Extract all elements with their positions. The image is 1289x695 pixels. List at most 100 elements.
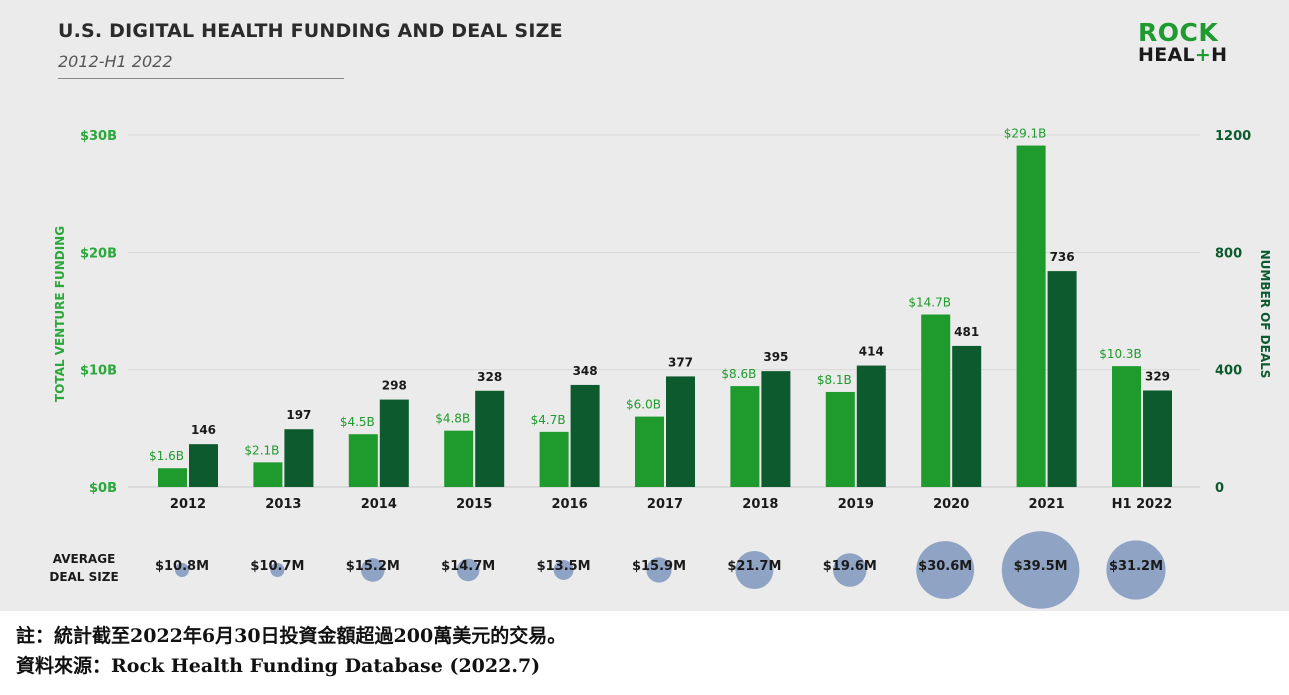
right-axis-title: NUMBER OF DEALS [1258,250,1272,379]
funding-bar [348,434,378,487]
x-axis-tick-label: 2015 [456,497,492,512]
funding-bar [158,468,187,487]
funding-data-label: $4.7B [531,413,566,427]
average-deal-size-title-line1: AVERAGE [53,552,116,566]
average-deal-size-bubble [553,560,574,580]
average-deal-size-label: $30.6M [918,559,972,574]
deals-data-label: 481 [954,325,979,339]
average-deal-size-label: $31.2M [1109,559,1163,574]
deals-data-label: 348 [573,364,598,378]
deals-bar [284,429,314,487]
chart-title: U.S. DIGITAL HEALTH FUNDING AND DEAL SIZ… [58,20,563,42]
logo-line-rock: ROCK [1138,18,1219,47]
average-deal-size-bubble [456,558,480,582]
deals-data-label: 414 [859,345,884,359]
funding-deals-chart: $0B $10B $20B $30B 0 400 800 1200 TOTAL VENTURE … [49,127,1272,609]
average-deal-size-bubble [270,563,285,577]
deals-data-label: 329 [1145,369,1170,383]
average-deal-size-bubble [175,563,189,577]
deals-bar [666,376,695,487]
funding-data-label: $2.1B [244,443,279,457]
rock-health-logo: ROCK HEAL+H [1138,20,1227,65]
deals-data-label: 298 [382,379,407,393]
x-axis-tick-label: 2016 [552,497,588,512]
average-deal-size-bubble [735,550,774,590]
average-deal-size-label: $39.5M [1014,559,1068,574]
logo-line-health: HEAL+H [1138,46,1227,65]
left-axis-tick-label: $30B [80,129,117,144]
logo-heal-text: HEAL [1138,44,1195,66]
average-deal-size-label: $15.2M [346,559,400,574]
funding-data-label: $29.1B [1004,127,1047,141]
average-deal-size-bubble [833,553,867,587]
deals-data-label: 395 [763,350,788,364]
average-deal-size-bubble [646,557,672,583]
average-deal-size-bubble [360,558,385,582]
left-axis-title: TOTAL VENTURE FUNDING [53,226,67,402]
deals-bar [1047,271,1077,487]
average-deal-size-label: $10.7M [250,559,304,574]
chart-subtitle: 2012-H1 2022 [58,52,173,71]
funding-bar [253,462,283,487]
funding-bar [1016,145,1046,487]
deals-data-label: 197 [286,408,311,422]
funding-data-label: $14.7B [908,296,951,310]
deals-data-label: 328 [477,370,502,384]
x-axis-tick-label: 2021 [1029,497,1065,512]
right-axis-tick-label: 800 [1215,246,1242,261]
x-axis-tick-label: H1 2022 [1112,497,1173,512]
deals-data-label: 736 [1050,250,1075,264]
left-axis-tick-label: $20B [80,246,117,261]
x-axis-tick-label: 2020 [933,497,969,512]
average-deal-size-label: $15.9M [632,559,686,574]
deals-bar [570,384,600,487]
deals-bar [856,365,886,487]
average-deal-size-bubble [1106,540,1166,600]
x-axis-tick-label: 2013 [265,497,301,512]
left-axis-tick-label: $10B [80,364,117,379]
deals-data-label: 377 [668,355,693,369]
funding-bar [635,416,664,487]
deals-bar [189,444,218,487]
funding-data-label: $1.6B [149,449,184,463]
funding-bar [444,430,474,487]
right-axis-tick-label: 0 [1215,481,1224,496]
right-axis-tick-label: 1200 [1215,129,1251,144]
x-axis-tick-label: 2019 [838,497,874,512]
funding-data-label: $4.8B [435,412,470,426]
footnote-note: 註：統計截至2022年6月30日投資金額超過200萬美元的交易。 [16,625,567,647]
footnote-source: 資料來源：Rock Health Funding Database (2022.… [16,655,541,677]
x-axis-tick-label: 2018 [742,497,778,512]
average-deal-size-label: $13.5M [537,559,591,574]
funding-bar [1112,366,1141,487]
average-deal-size-bubble [916,541,975,599]
funding-bar [539,431,569,487]
footnote: 註：統計截至2022年6月30日投資金額超過200萬美元的交易。 資料來源：Ro… [16,621,566,681]
funding-data-label: $8.6B [721,367,756,381]
deals-bar [379,399,409,487]
funding-bar [825,391,855,487]
average-deal-size-label: $19.6M [823,559,877,574]
funding-bar [730,386,760,487]
deals-bar [475,390,505,487]
average-deal-size-label: $10.8M [155,559,209,574]
funding-data-label: $8.1B [817,373,852,387]
average-deal-size-bubble [1001,531,1080,609]
deals-data-label: 146 [191,423,216,437]
left-axis-tick-label: $0B [89,481,117,496]
deals-bar [1143,390,1172,487]
average-deal-size-label: $14.7M [441,559,495,574]
title-divider [58,78,344,79]
deals-bar [761,371,791,487]
funding-data-label: $4.5B [340,415,375,429]
x-axis-tick-label: 2017 [647,497,683,512]
funding-bar [921,314,951,487]
funding-data-label: $10.3B [1099,347,1142,361]
logo-plus-icon: + [1194,44,1212,66]
x-axis-tick-label: 2014 [361,497,397,512]
funding-data-label: $6.0B [626,398,661,412]
logo-h-text: H [1211,44,1228,66]
right-axis-tick-label: 400 [1215,364,1242,379]
deals-bar [952,345,982,487]
average-deal-size-label: $21.7M [727,559,781,574]
